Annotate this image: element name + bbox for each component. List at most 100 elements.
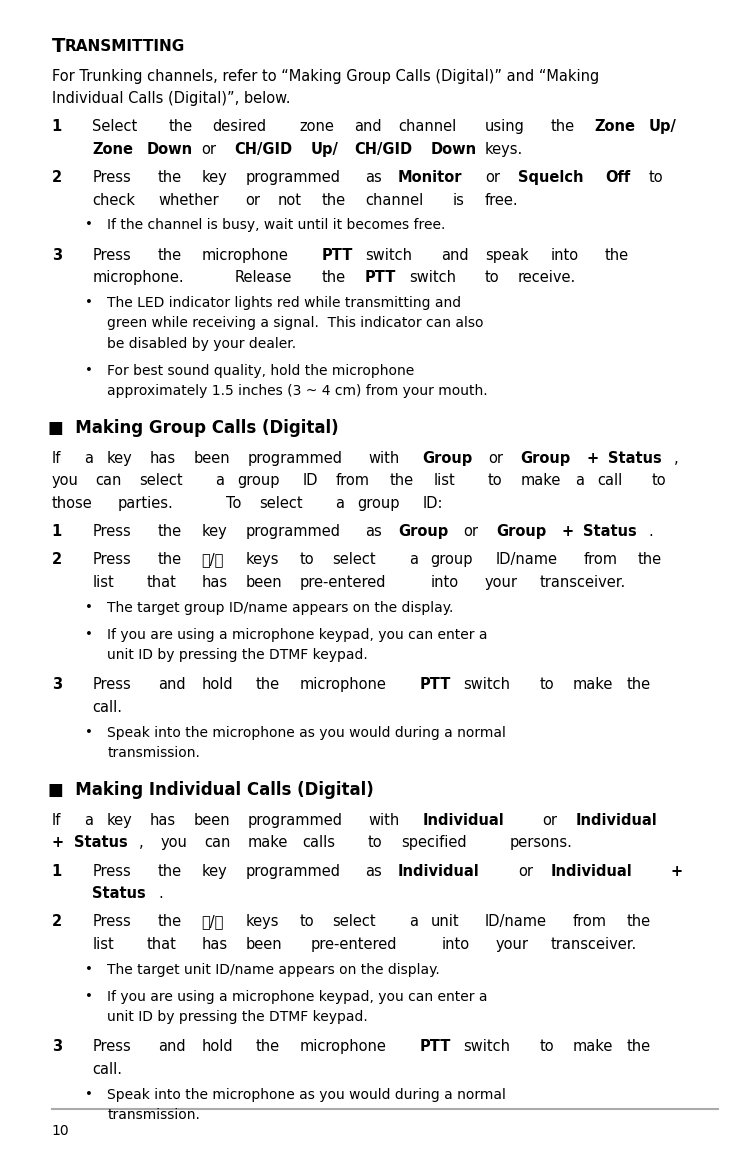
Text: Individual: Individual [551, 864, 632, 879]
Text: hold: hold [201, 677, 233, 693]
Text: specified: specified [401, 835, 467, 851]
Text: from: from [335, 473, 370, 489]
Text: Group: Group [521, 451, 571, 466]
Text: a: a [85, 451, 94, 466]
Text: a: a [215, 473, 224, 489]
Text: If: If [52, 451, 61, 466]
Text: CH/GID: CH/GID [234, 142, 292, 157]
Text: 2: 2 [52, 552, 62, 567]
Text: to: to [300, 552, 314, 567]
Text: a: a [335, 496, 344, 511]
Text: •: • [85, 363, 93, 377]
Text: your: your [485, 574, 518, 590]
Text: call: call [597, 473, 622, 489]
Text: the: the [627, 1039, 651, 1055]
Text: that: that [147, 574, 177, 590]
Text: Zone: Zone [93, 142, 133, 157]
Text: For Trunking channels, refer to “Making Group Calls (Digital)” and “Making: For Trunking channels, refer to “Making … [52, 69, 599, 84]
Text: the: the [158, 171, 182, 186]
Text: The target group ID/name appears on the display.: The target group ID/name appears on the … [107, 601, 453, 615]
Text: from: from [583, 552, 617, 567]
Text: Press: Press [93, 864, 131, 879]
Text: the: the [638, 552, 662, 567]
Text: zone: zone [300, 119, 334, 135]
Text: group: group [237, 473, 280, 489]
Text: +: + [562, 523, 574, 540]
Text: has: has [150, 451, 176, 466]
Text: Ⓞ/Ⓟ: Ⓞ/Ⓟ [201, 552, 224, 567]
Text: list: list [93, 936, 114, 952]
Text: switch: switch [408, 270, 456, 286]
Text: a: a [408, 552, 417, 567]
Text: to: to [652, 473, 666, 489]
Text: persons.: persons. [510, 835, 573, 851]
Text: and: and [441, 248, 469, 263]
Text: .: . [158, 886, 162, 902]
Text: the: the [169, 119, 193, 135]
Text: Individual: Individual [398, 864, 479, 879]
Text: into: into [431, 574, 459, 590]
Text: or: or [463, 523, 478, 540]
Text: microphone.: microphone. [93, 270, 184, 286]
Text: ID: ID [303, 473, 318, 489]
Text: Squelch: Squelch [518, 171, 583, 186]
Text: with: with [368, 813, 399, 828]
Text: If you are using a microphone keypad, you can enter a: If you are using a microphone keypad, yo… [107, 627, 488, 642]
Text: to: to [368, 835, 383, 851]
Text: the: the [627, 677, 651, 693]
Text: transceiver.: transceiver. [539, 574, 626, 590]
Text: Speak into the microphone as you would during a normal: Speak into the microphone as you would d… [107, 1087, 506, 1102]
Text: Individual Calls (Digital)”, below.: Individual Calls (Digital)”, below. [52, 91, 290, 106]
Text: Monitor: Monitor [398, 171, 462, 186]
Text: receive.: receive. [518, 270, 576, 286]
Text: Select: Select [93, 119, 138, 135]
Text: key: key [106, 451, 132, 466]
Text: Press: Press [93, 1039, 131, 1055]
Text: +: + [586, 451, 598, 466]
Text: the: the [551, 119, 574, 135]
Text: microphone: microphone [300, 1039, 387, 1055]
Text: or: or [201, 142, 216, 157]
Text: select: select [259, 496, 303, 511]
Text: be disabled by your dealer.: be disabled by your dealer. [107, 337, 296, 351]
Text: Press: Press [93, 677, 131, 693]
Text: Status: Status [583, 523, 637, 540]
Text: those: those [52, 496, 93, 511]
Text: the: the [256, 677, 280, 693]
Text: can: can [204, 835, 231, 851]
Text: ■  Making Individual Calls (Digital): ■ Making Individual Calls (Digital) [48, 781, 374, 799]
Text: Down: Down [431, 142, 476, 157]
Text: as: as [365, 523, 382, 540]
Text: been: been [245, 936, 282, 952]
Text: pre-entered: pre-entered [300, 574, 386, 590]
Text: key: key [201, 171, 227, 186]
Text: speak: speak [485, 248, 529, 263]
Text: Off: Off [605, 171, 631, 186]
Text: keys.: keys. [485, 142, 524, 157]
Text: been: been [194, 451, 230, 466]
Text: The LED indicator lights red while transmitting and: The LED indicator lights red while trans… [107, 296, 462, 310]
Text: the: the [158, 552, 182, 567]
Text: green while receiving a signal.  This indicator can also: green while receiving a signal. This ind… [107, 316, 484, 331]
Text: PTT: PTT [322, 248, 353, 263]
Text: The target unit ID/name appears on the display.: The target unit ID/name appears on the d… [107, 963, 440, 977]
Text: Press: Press [93, 523, 131, 540]
Text: make: make [248, 835, 289, 851]
Text: 1: 1 [52, 864, 62, 879]
Text: Group: Group [398, 523, 448, 540]
Text: If: If [52, 813, 61, 828]
Text: list: list [434, 473, 456, 489]
Text: programmed: programmed [245, 171, 340, 186]
Text: to: to [485, 270, 500, 286]
Text: microphone: microphone [201, 248, 289, 263]
Text: to: to [300, 914, 314, 929]
Text: unit ID by pressing the DTMF keypad.: unit ID by pressing the DTMF keypad. [107, 648, 368, 662]
Text: programmed: programmed [248, 813, 343, 828]
Text: group: group [357, 496, 399, 511]
Text: •: • [85, 963, 93, 975]
Text: select: select [332, 552, 376, 567]
Text: Individual: Individual [575, 813, 657, 828]
Text: your: your [496, 936, 529, 952]
Text: can: can [96, 473, 122, 489]
Text: the: the [605, 248, 629, 263]
